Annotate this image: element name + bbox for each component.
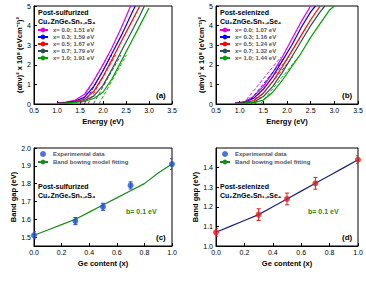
svg-text:0.2: 0.2 <box>57 249 67 256</box>
svg-text:4: 4 <box>27 22 31 29</box>
svg-text:(d): (d) <box>342 233 353 242</box>
svg-text:x= 0.0; 1.51 eV: x= 0.0; 1.51 eV <box>53 27 94 33</box>
svg-text:1.0: 1.0 <box>167 249 177 256</box>
svg-text:Band gap (eV): Band gap (eV) <box>191 171 200 222</box>
svg-text:0.2: 0.2 <box>240 249 250 256</box>
svg-text:5: 5 <box>209 3 213 10</box>
svg-text:3: 3 <box>209 42 213 49</box>
svg-text:0.4: 0.4 <box>268 249 278 256</box>
svg-text:1.3: 1.3 <box>203 184 213 191</box>
svg-text:1.5: 1.5 <box>258 107 268 114</box>
svg-text:3.5: 3.5 <box>353 107 363 114</box>
svg-text:b= 0.1 eV: b= 0.1 eV <box>126 208 157 215</box>
svg-text:3: 3 <box>27 42 31 49</box>
svg-text:2.0: 2.0 <box>282 107 292 114</box>
svg-text:1: 1 <box>27 81 31 88</box>
svg-text:x= 1.0; 1.91 eV: x= 1.0; 1.91 eV <box>53 55 94 61</box>
svg-text:1.8: 1.8 <box>21 180 31 187</box>
svg-text:1.7: 1.7 <box>21 198 31 205</box>
svg-text:2.0: 2.0 <box>21 145 31 152</box>
svg-text:Ge content (x): Ge content (x) <box>78 259 129 268</box>
svg-text:0.5: 0.5 <box>211 107 221 114</box>
svg-text:(a): (a) <box>156 91 166 100</box>
svg-text:2: 2 <box>209 61 213 68</box>
svg-text:2.5: 2.5 <box>306 107 316 114</box>
svg-text:Cu₂ZnGeₓSn₁₋ₓS₄: Cu₂ZnGeₓSn₁₋ₓS₄ <box>38 18 95 25</box>
svg-text:(αhν)² x 10⁸ (eVcm⁻¹)²: (αhν)² x 10⁸ (eVcm⁻¹)² <box>15 16 24 93</box>
svg-text:1.6: 1.6 <box>21 216 31 223</box>
svg-text:1.0: 1.0 <box>235 107 245 114</box>
svg-text:Energy (eV): Energy (eV) <box>82 117 124 126</box>
svg-text:0.8: 0.8 <box>140 249 150 256</box>
svg-text:0.6: 0.6 <box>112 249 122 256</box>
svg-text:Energy (eV): Energy (eV) <box>266 117 308 126</box>
svg-text:2.0: 2.0 <box>98 107 108 114</box>
svg-text:x= 0.5; 1.67 eV: x= 0.5; 1.67 eV <box>53 41 94 47</box>
svg-text:Post-sulfurized: Post-sulfurized <box>38 183 89 190</box>
svg-text:3.0: 3.0 <box>144 107 154 114</box>
svg-text:Post-sulfurized: Post-sulfurized <box>38 9 89 16</box>
svg-text:1.4: 1.4 <box>203 164 213 171</box>
svg-text:Band bowing model fitting: Band bowing model fitting <box>235 159 311 165</box>
svg-text:1.0: 1.0 <box>203 242 213 250</box>
svg-text:(b): (b) <box>342 91 353 100</box>
svg-text:b= 0.1 eV: b= 0.1 eV <box>308 208 339 215</box>
svg-text:x= 0.7; 1.79 eV: x= 0.7; 1.79 eV <box>53 48 94 54</box>
svg-text:0.0: 0.0 <box>29 249 39 256</box>
svg-text:1.5: 1.5 <box>75 107 85 114</box>
svg-text:x= 0.5; 1.24 eV: x= 0.5; 1.24 eV <box>235 41 276 47</box>
svg-text:x= 0.3; 1.16 eV: x= 0.3; 1.16 eV <box>235 34 276 40</box>
svg-text:5: 5 <box>27 3 31 10</box>
svg-text:1.9: 1.9 <box>21 162 31 169</box>
svg-text:Experimental data: Experimental data <box>53 151 105 157</box>
svg-text:Cu₂ZnGeₓSn₁₋ₓSe₄: Cu₂ZnGeₓSn₁₋ₓSe₄ <box>220 192 281 199</box>
svg-text:Ge content (x): Ge content (x) <box>262 259 313 268</box>
svg-text:Cu₂ZnGeₓSn₁₋ₓS₄: Cu₂ZnGeₓSn₁₋ₓS₄ <box>38 192 95 199</box>
svg-text:(αhν)² x 10⁸ (eVcm⁻¹)²: (αhν)² x 10⁸ (eVcm⁻¹)² <box>197 16 206 93</box>
svg-text:1.0: 1.0 <box>353 249 363 256</box>
svg-text:1.0: 1.0 <box>52 107 62 114</box>
svg-text:1: 1 <box>209 81 213 88</box>
svg-text:Cu₂ZnGeₓSn₁₋ₓSe₄: Cu₂ZnGeₓSn₁₋ₓSe₄ <box>220 18 281 25</box>
svg-text:x= 1.0; 1.44 eV: x= 1.0; 1.44 eV <box>235 55 276 61</box>
svg-text:1.2: 1.2 <box>203 203 213 210</box>
svg-text:Post-selenized: Post-selenized <box>220 9 269 16</box>
svg-text:2: 2 <box>27 61 31 68</box>
svg-text:4: 4 <box>209 22 213 29</box>
svg-text:x= 0.0; 1.07 eV: x= 0.0; 1.07 eV <box>235 27 276 33</box>
svg-text:0: 0 <box>27 100 31 108</box>
svg-text:1.5: 1.5 <box>21 234 31 241</box>
svg-text:2.5: 2.5 <box>121 107 131 114</box>
svg-text:x= 0.3; 1.59 eV: x= 0.3; 1.59 eV <box>53 34 94 40</box>
svg-text:3.5: 3.5 <box>167 107 177 114</box>
svg-text:(c): (c) <box>156 233 166 242</box>
svg-text:Post-selenized: Post-selenized <box>220 183 269 190</box>
svg-text:1.1: 1.1 <box>203 223 213 230</box>
svg-text:Band gap (eV): Band gap (eV) <box>9 171 18 222</box>
svg-text:0.5: 0.5 <box>29 107 39 114</box>
svg-text:0.0: 0.0 <box>211 249 221 256</box>
svg-text:Experimental data: Experimental data <box>235 151 287 157</box>
svg-text:0.4: 0.4 <box>84 249 94 256</box>
svg-text:Band bowing model fitting: Band bowing model fitting <box>53 159 129 165</box>
svg-text:x= 0.7; 1.32 eV: x= 0.7; 1.32 eV <box>235 48 276 54</box>
svg-text:3.0: 3.0 <box>329 107 339 114</box>
svg-text:0: 0 <box>209 100 213 108</box>
svg-text:0.8: 0.8 <box>325 249 335 256</box>
svg-text:0.6: 0.6 <box>296 249 306 256</box>
